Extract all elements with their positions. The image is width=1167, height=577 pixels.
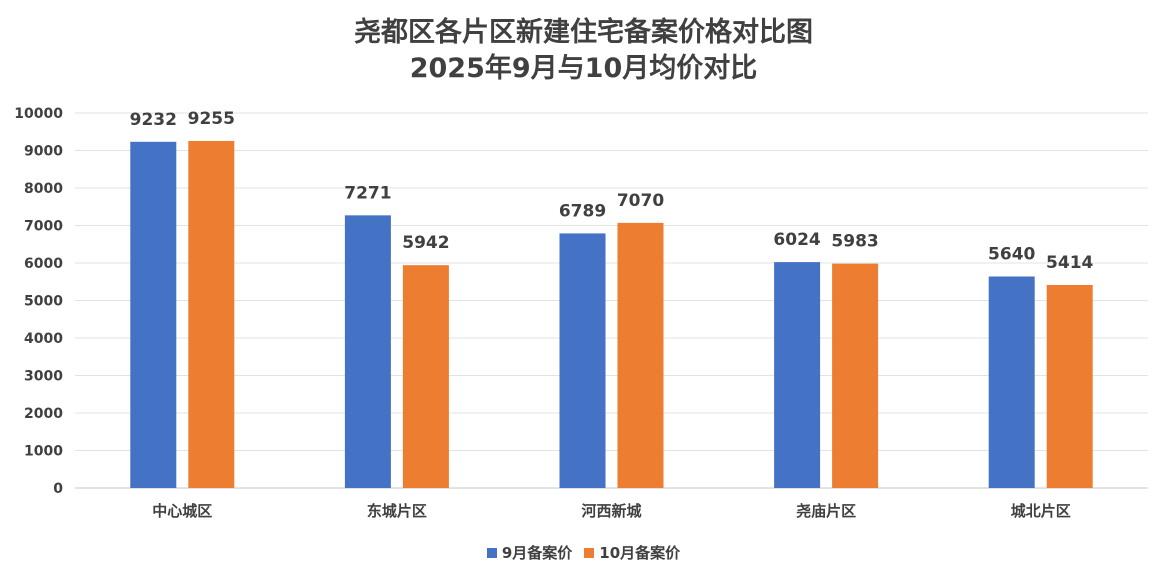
data-label-sep-2: 6789 [559,201,606,221]
y-tick-label-1000: 1000 [24,444,63,460]
chart-subtitle: 2025年9月与10月均价对比 [409,53,758,84]
y-tick-label-3000: 3000 [24,369,63,385]
bar-sep-4 [988,276,1035,488]
data-label-sep-1: 7271 [344,183,391,203]
y-tick-label-2000: 2000 [24,406,63,422]
x-category-label: 东城片区 [367,502,427,520]
bar-oct-0 [188,140,235,488]
legend-swatch-series-0 [486,547,497,558]
y-tick-label-6000: 6000 [24,256,63,272]
y-tick-label-7000: 7000 [24,219,63,235]
data-label-oct-2: 7070 [617,191,664,211]
legend-item-series-1: 10月备案价 [584,542,680,563]
legend-label-series-1: 10月备案价 [599,544,681,562]
bar-oct-4 [1046,284,1093,488]
y-tick-label-8000: 8000 [24,181,63,197]
data-label-sep-0: 9232 [130,110,177,130]
x-category-label: 中心城区 [152,502,212,520]
bar-sep-0 [130,141,177,489]
x-category-label: 尧庙片区 [796,502,856,520]
data-label-sep-4: 5640 [988,245,1035,265]
data-label-oct-1: 5942 [402,233,449,253]
x-category-label: 城北片区 [1011,502,1071,520]
legend-item-series-0: 9月备案价 [486,542,573,563]
data-label-oct-3: 5983 [831,232,878,252]
y-tick-label-4000: 4000 [24,331,63,347]
y-tick-label-5000: 5000 [24,294,63,310]
bar-sep-2 [559,233,606,488]
y-tick-label-10000: 10000 [14,106,63,122]
bar-sep-1 [344,215,391,488]
y-tick-label-0: 0 [53,481,63,497]
data-label-oct-4: 5414 [1046,253,1093,273]
chart-title: 尧都区各片区新建住宅备案价格对比图 [354,17,813,48]
legend: 9月备案价 10月备案价 [0,542,1167,563]
x-category-label: 河西新城 [581,502,641,520]
legend-label-series-0: 9月备案价 [501,544,573,562]
y-tick-label-9000: 9000 [24,144,63,160]
bar-sep-3 [774,262,821,488]
data-label-sep-3: 6024 [773,230,820,250]
bar-oct-3 [832,263,879,488]
data-label-oct-0: 9255 [188,109,235,129]
bar-oct-1 [402,265,449,488]
bar-oct-2 [617,222,664,488]
legend-swatch-series-1 [584,547,595,558]
